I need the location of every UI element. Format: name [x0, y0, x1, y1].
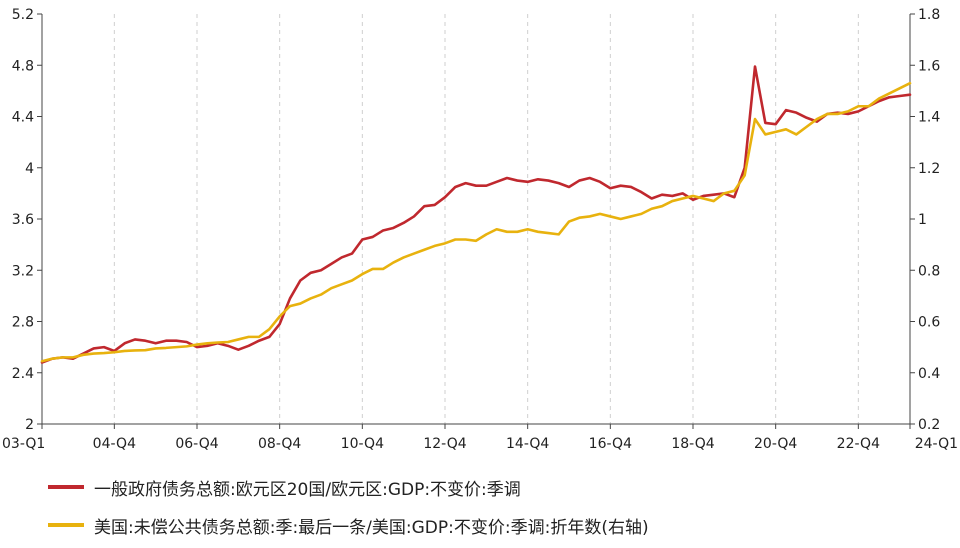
chart-series [40, 65, 912, 364]
x-tick-label-0: 03-Q1 [2, 436, 45, 452]
y-left-tick-label-6: 4.4 [12, 110, 34, 126]
chart-grid [113, 14, 859, 424]
y-left-tick-label-0: 2 [25, 417, 34, 433]
y-left-tick-label-5: 4 [25, 161, 34, 177]
legend-swatch-euro-debt [48, 485, 84, 489]
legend-label-euro-debt: 一般政府债务总额:欧元区20国/欧元区:GDP:不变价:季调 [94, 479, 521, 500]
y-left-tick-label-3: 3.2 [12, 263, 34, 279]
x-tick-label-4: 10-Q4 [341, 436, 384, 452]
chart-legend: 一般政府债务总额:欧元区20国/欧元区:GDP:不变价:季调 美国:未偿公共债务… [48, 472, 649, 548]
y-right-tick-label-5: 1.2 [918, 161, 940, 177]
legend-label-us-debt: 美国:未偿公共债务总额:季:最后一条/美国:GDP:不变价:季调:折年数(右轴) [94, 517, 649, 538]
series-line-euro-debt [40, 65, 912, 364]
legend-item-us-debt: 美国:未偿公共债务总额:季:最后一条/美国:GDP:不变价:季调:折年数(右轴) [48, 510, 649, 540]
y-left-tick-label-8: 5.2 [12, 7, 34, 23]
x-tick-label-11: 24-Q1 [915, 436, 958, 452]
series-line-us-debt [40, 81, 912, 363]
y-right-tick-label-8: 1.8 [918, 7, 940, 23]
y-right-tick-label-7: 1.6 [918, 58, 940, 74]
y-left-tick-label-4: 3.6 [12, 212, 34, 228]
y-left-tick-label-7: 4.8 [12, 58, 34, 74]
y-right-tick-label-3: 0.8 [918, 263, 940, 279]
x-tick-label-5: 12-Q4 [423, 436, 466, 452]
y-right-tick-label-1: 0.4 [918, 366, 940, 382]
chart-svg: 2 2.4 2.8 3.2 3.6 4 4.4 4.8 5.2 0.2 0.4 0.6 0.8 1 1.2 1… [2, 7, 958, 452]
y-right-tick-label-2: 0.6 [918, 315, 940, 331]
x-tick-label-3: 08-Q4 [258, 436, 301, 452]
x-tick-label-2: 06-Q4 [175, 436, 218, 452]
x-tick-label-1: 04-Q4 [93, 436, 136, 452]
x-tick-label-9: 20-Q4 [754, 436, 797, 452]
chart-tick-labels: 2 2.4 2.8 3.2 3.6 4 4.4 4.8 5.2 0.2 0.4 0.6 0.8 1 1.2 1… [2, 7, 958, 452]
x-tick-label-10: 22-Q4 [837, 436, 880, 452]
legend-swatch-us-debt [48, 523, 84, 527]
legend-item-euro-debt: 一般政府债务总额:欧元区20国/欧元区:GDP:不变价:季调 [48, 472, 649, 502]
x-tick-label-7: 16-Q4 [589, 436, 632, 452]
y-right-tick-label-6: 1.4 [918, 110, 940, 126]
y-right-tick-label-4: 1 [918, 212, 927, 228]
y-right-tick-label-0: 0.2 [918, 417, 940, 433]
x-tick-label-6: 14-Q4 [506, 436, 549, 452]
chart-axes [37, 13, 915, 429]
y-left-tick-label-2: 2.8 [12, 315, 34, 331]
y-left-tick-label-1: 2.4 [12, 366, 34, 382]
x-tick-label-8: 18-Q4 [671, 436, 714, 452]
